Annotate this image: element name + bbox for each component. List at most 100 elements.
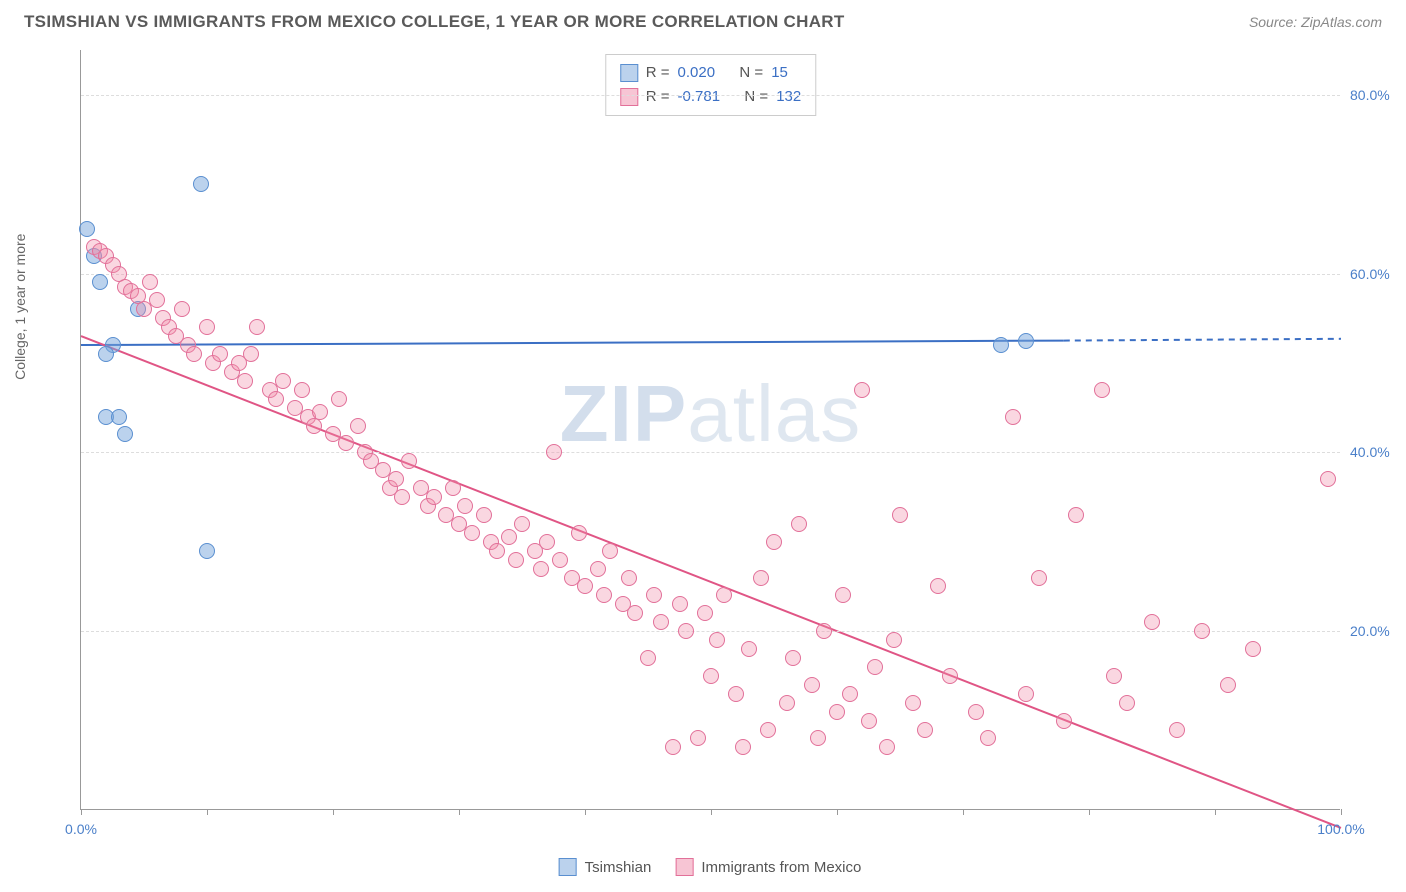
source-attribution: Source: ZipAtlas.com [1249, 14, 1382, 30]
data-point [1056, 713, 1072, 729]
data-point [1018, 686, 1034, 702]
data-point [577, 578, 593, 594]
data-point [646, 587, 662, 603]
data-point [816, 623, 832, 639]
data-point [968, 704, 984, 720]
y-tick-label: 80.0% [1350, 87, 1400, 103]
data-point [741, 641, 757, 657]
data-point [1119, 695, 1135, 711]
data-point [703, 668, 719, 684]
data-point [79, 221, 95, 237]
data-point [1094, 382, 1110, 398]
x-tick [207, 809, 208, 815]
n-value-1: 15 [771, 61, 788, 85]
data-point [1320, 471, 1336, 487]
x-tick-label: 0.0% [65, 821, 97, 837]
data-point [842, 686, 858, 702]
data-point [186, 346, 202, 362]
data-point [709, 632, 725, 648]
data-point [886, 632, 902, 648]
data-point [1068, 507, 1084, 523]
data-point [602, 543, 618, 559]
correlation-stats-box: R = 0.020 N = 15 R = -0.781 N = 132 [605, 54, 816, 116]
y-tick-label: 20.0% [1350, 623, 1400, 639]
data-point [697, 605, 713, 621]
data-point [489, 543, 505, 559]
swatch-pink-icon [620, 88, 638, 106]
data-point [457, 498, 473, 514]
data-point [942, 668, 958, 684]
x-tick [1215, 809, 1216, 815]
data-point [476, 507, 492, 523]
data-point [1245, 641, 1261, 657]
gridline [81, 95, 1340, 96]
stats-row-series1: R = 0.020 N = 15 [620, 61, 801, 85]
data-point [212, 346, 228, 362]
data-point [653, 614, 669, 630]
data-point [810, 730, 826, 746]
data-point [117, 426, 133, 442]
source-label: Source: [1249, 14, 1301, 30]
data-point [678, 623, 694, 639]
r-label: R = [646, 61, 670, 85]
x-tick [711, 809, 712, 815]
data-point [294, 382, 310, 398]
chart-title: TSIMSHIAN VS IMMIGRANTS FROM MEXICO COLL… [24, 12, 845, 32]
swatch-blue-icon [620, 64, 638, 82]
data-point [199, 319, 215, 335]
r-value-1: 0.020 [678, 61, 716, 85]
data-point [1106, 668, 1122, 684]
chart-container: College, 1 year or more ZIPatlas R = 0.0… [50, 50, 1370, 840]
data-point [785, 650, 801, 666]
data-point [464, 525, 480, 541]
n-label: N = [739, 61, 763, 85]
gridline [81, 274, 1340, 275]
data-point [930, 578, 946, 594]
x-tick [81, 809, 82, 815]
watermark: ZIPatlas [560, 368, 861, 460]
data-point [111, 409, 127, 425]
data-point [672, 596, 688, 612]
source-name[interactable]: ZipAtlas.com [1301, 14, 1382, 30]
data-point [728, 686, 744, 702]
data-point [249, 319, 265, 335]
data-point [533, 561, 549, 577]
data-point [508, 552, 524, 568]
data-point [552, 552, 568, 568]
data-point [791, 516, 807, 532]
x-tick [333, 809, 334, 815]
data-point [571, 525, 587, 541]
data-point [716, 587, 732, 603]
data-point [142, 274, 158, 290]
data-point [621, 570, 637, 586]
gridline [81, 631, 1340, 632]
data-point [539, 534, 555, 550]
data-point [627, 605, 643, 621]
data-point [640, 650, 656, 666]
data-point [766, 534, 782, 550]
legend-label-1: Tsimshian [585, 859, 652, 876]
n-label: N = [744, 85, 768, 109]
data-point [243, 346, 259, 362]
data-point [917, 722, 933, 738]
data-point [854, 382, 870, 398]
chart-header: TSIMSHIAN VS IMMIGRANTS FROM MEXICO COLL… [0, 0, 1406, 40]
data-point [804, 677, 820, 693]
data-point [445, 480, 461, 496]
data-point [501, 529, 517, 545]
data-point [1194, 623, 1210, 639]
data-point [98, 346, 114, 362]
legend-label-2: Immigrants from Mexico [701, 859, 861, 876]
data-point [1031, 570, 1047, 586]
data-point [993, 337, 1009, 353]
stats-row-series2: R = -0.781 N = 132 [620, 85, 801, 109]
data-point [980, 730, 996, 746]
y-axis-label: College, 1 year or more [12, 234, 28, 380]
data-point [174, 301, 190, 317]
legend-item-2: Immigrants from Mexico [675, 858, 861, 876]
data-point [546, 444, 562, 460]
data-point [1018, 333, 1034, 349]
y-tick-label: 60.0% [1350, 266, 1400, 282]
watermark-part2: atlas [687, 369, 861, 458]
data-point [268, 391, 284, 407]
